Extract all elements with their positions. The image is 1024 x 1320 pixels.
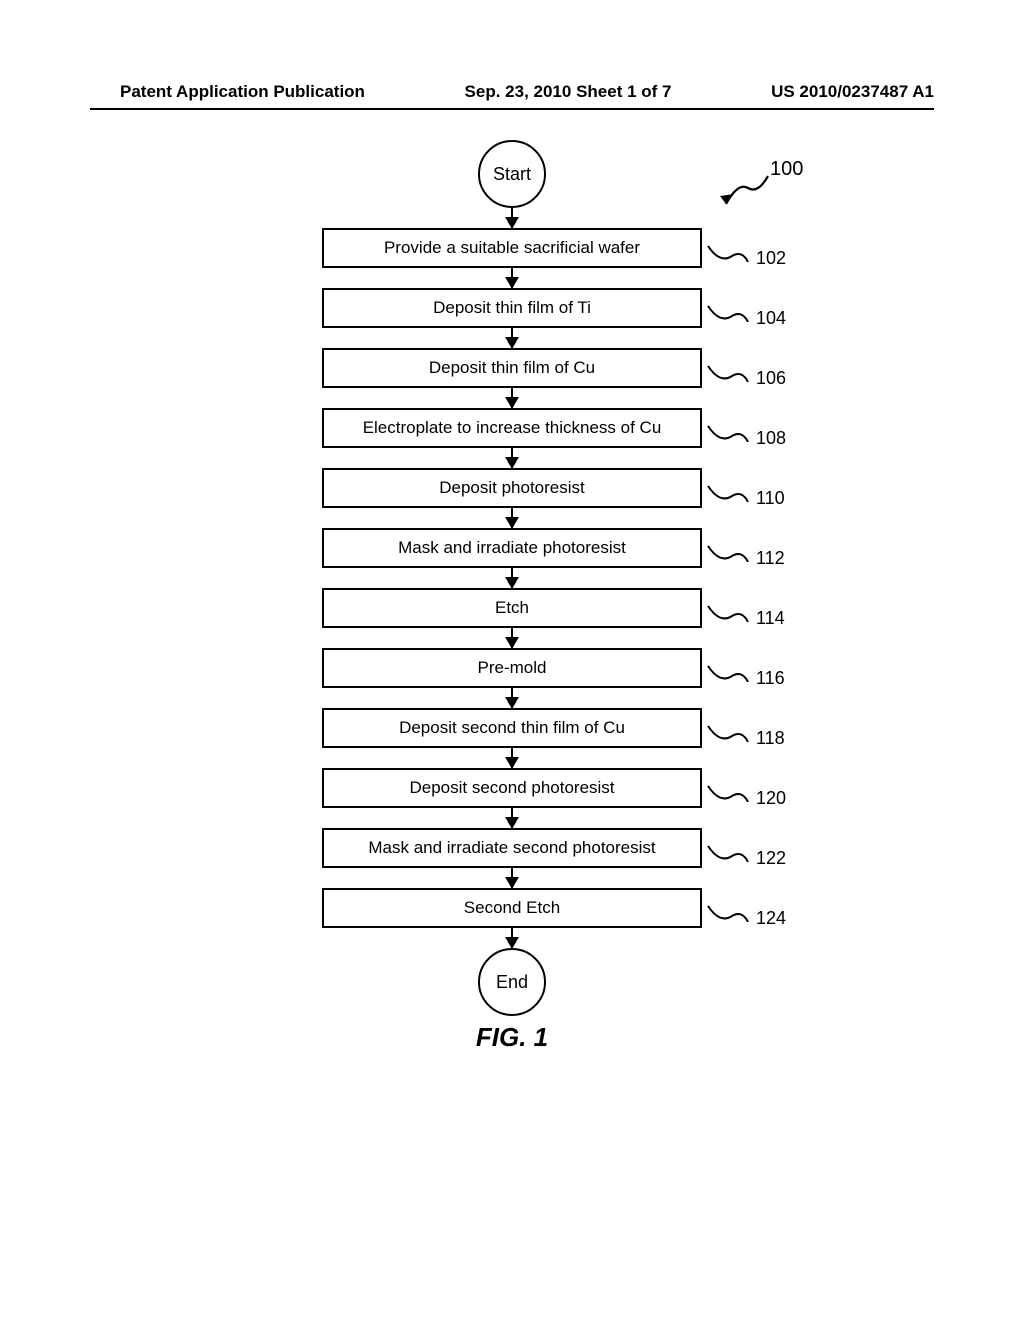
ref-number: 118 <box>756 728 785 749</box>
ref-connector-icon <box>706 484 750 502</box>
end-terminator: End <box>478 948 546 1016</box>
process-step-label: Second Etch <box>464 898 560 918</box>
flowchart-container: Start Provide a suitable sacrificial waf… <box>0 140 1024 1270</box>
ref-connector-icon <box>706 604 750 622</box>
ref-connector-icon <box>706 784 750 802</box>
process-step-label: Deposit second thin film of Cu <box>399 718 625 738</box>
header-left: Patent Application Publication <box>120 82 365 102</box>
process-step: Mask and irradiate second photoresist122 <box>322 828 702 868</box>
process-step-label: Deposit second photoresist <box>409 778 614 798</box>
ref-connector-icon <box>706 304 750 322</box>
process-step: Deposit thin film of Cu106 <box>322 348 702 388</box>
ref-number: 120 <box>756 788 786 809</box>
process-step: Provide a suitable sacrificial wafer102 <box>322 228 702 268</box>
end-label: End <box>496 972 528 993</box>
process-step-label: Deposit photoresist <box>439 478 585 498</box>
connector <box>511 748 513 768</box>
process-step-label: Mask and irradiate second photoresist <box>368 838 655 858</box>
process-step: Deposit second thin film of Cu118 <box>322 708 702 748</box>
header-rule <box>90 108 934 110</box>
connector <box>511 628 513 648</box>
ref-connector-icon <box>706 904 750 922</box>
figure-caption: FIG. 1 <box>476 1022 548 1053</box>
connector <box>511 928 513 948</box>
connector <box>511 388 513 408</box>
connector <box>511 508 513 528</box>
ref-connector-icon <box>706 844 750 862</box>
ref-connector-icon <box>706 724 750 742</box>
process-step-label: Pre-mold <box>478 658 547 678</box>
process-step-label: Mask and irradiate photoresist <box>398 538 626 558</box>
process-step-label: Provide a suitable sacrificial wafer <box>384 238 640 258</box>
ref-number: 114 <box>756 608 785 629</box>
ref-number: 110 <box>756 488 785 509</box>
connector <box>511 568 513 588</box>
ref-connector-icon <box>706 664 750 682</box>
ref-number: 116 <box>756 668 785 689</box>
start-terminator: Start <box>478 140 546 208</box>
process-step: Second Etch124 <box>322 888 702 928</box>
process-step: Electroplate to increase thickness of Cu… <box>322 408 702 448</box>
process-step: Etch114 <box>322 588 702 628</box>
process-step: Deposit second photoresist120 <box>322 768 702 808</box>
header-right: US 2010/0237487 A1 <box>771 82 934 102</box>
header-center: Sep. 23, 2010 Sheet 1 of 7 <box>465 82 672 102</box>
ref-connector-icon <box>706 244 750 262</box>
process-step: Mask and irradiate photoresist112 <box>322 528 702 568</box>
ref-number: 108 <box>756 428 786 449</box>
page: Patent Application Publication Sep. 23, … <box>0 0 1024 1320</box>
ref-number: 124 <box>756 908 786 929</box>
ref-number: 102 <box>756 248 786 269</box>
process-step-label: Etch <box>495 598 529 618</box>
connector <box>511 328 513 348</box>
ref-connector-icon <box>706 424 750 442</box>
connector <box>511 448 513 468</box>
connector <box>511 808 513 828</box>
process-step: Deposit thin film of Ti104 <box>322 288 702 328</box>
connector <box>511 208 513 228</box>
arrowhead-icon <box>505 937 519 949</box>
process-step: Pre-mold116 <box>322 648 702 688</box>
ref-number: 106 <box>756 368 786 389</box>
process-step-label: Deposit thin film of Cu <box>429 358 595 378</box>
process-step: Deposit photoresist110 <box>322 468 702 508</box>
ref-number: 112 <box>756 548 785 569</box>
process-step-label: Deposit thin film of Ti <box>433 298 591 318</box>
connector <box>511 688 513 708</box>
start-label: Start <box>493 164 531 185</box>
ref-number: 122 <box>756 848 786 869</box>
ref-connector-icon <box>706 364 750 382</box>
page-header: Patent Application Publication Sep. 23, … <box>0 82 1024 102</box>
connector <box>511 868 513 888</box>
ref-connector-icon <box>706 544 750 562</box>
ref-number: 104 <box>756 308 786 329</box>
process-step-label: Electroplate to increase thickness of Cu <box>363 418 662 438</box>
connector <box>511 268 513 288</box>
